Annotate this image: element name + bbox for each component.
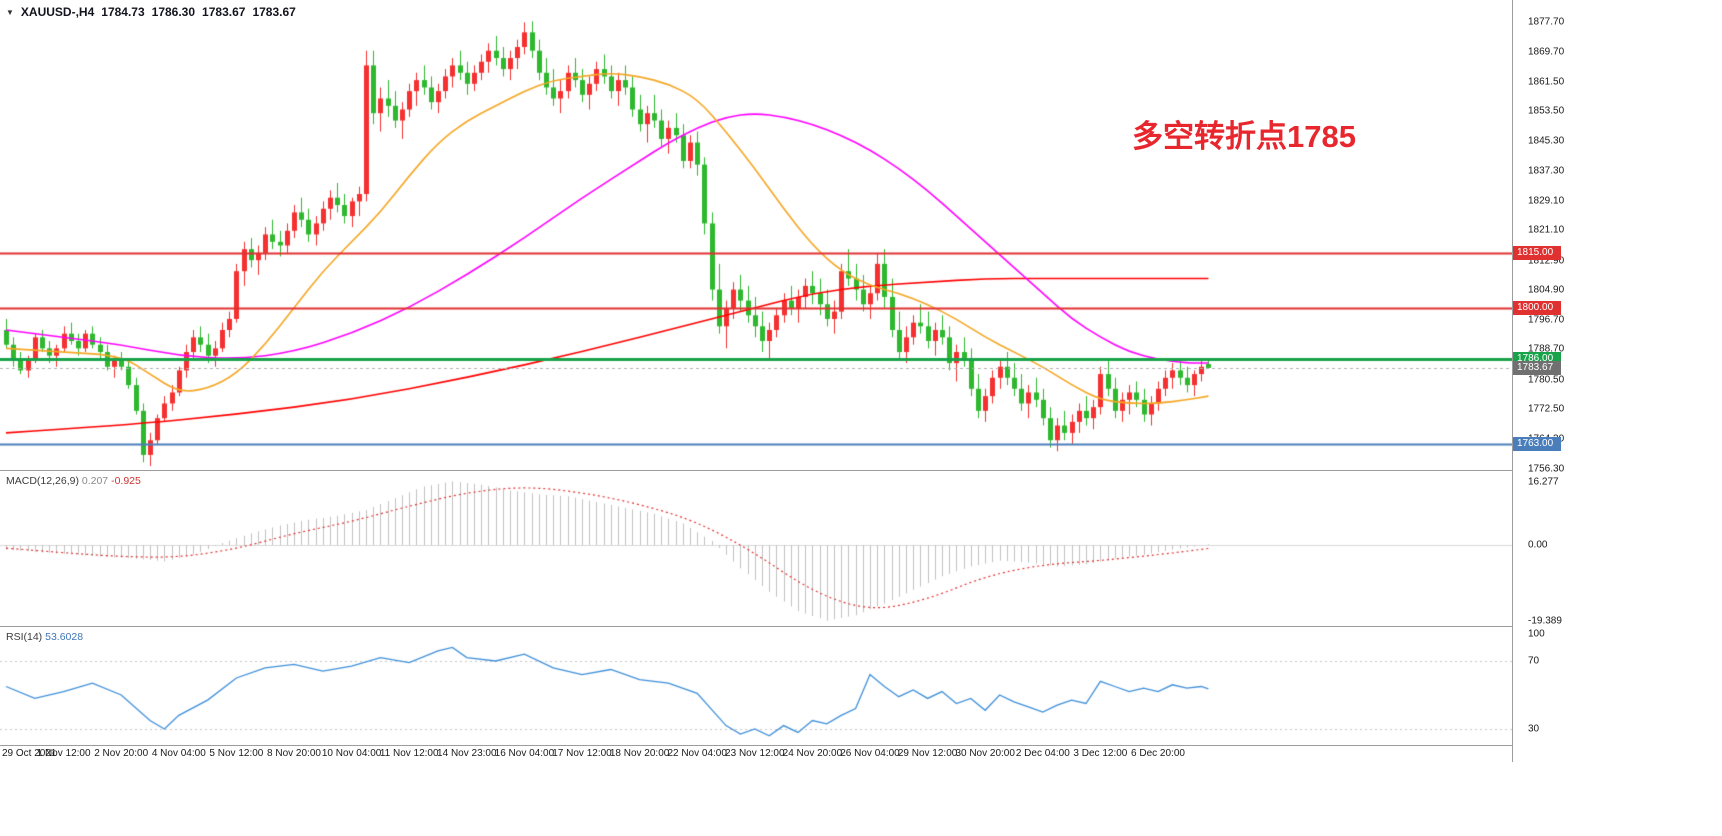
price-axis-label: 1853.50 [1528,105,1565,117]
rsi-value: 53.6028 [45,631,84,643]
time-axis-label: 29 Oct 2021 [2,748,57,759]
time-axis-label: 1 Nov 12:00 [36,748,91,759]
price-axis-label: 1877.70 [1528,16,1565,28]
price-axis-label: 1780.50 [1528,374,1565,386]
price-axis-label: 1772.50 [1528,403,1565,415]
time-axis-label: 14 Nov 23:00 [437,748,497,759]
price-axis-label: 1829.10 [1528,195,1565,207]
price-line-badge-1783.67: 1783.67 [1513,360,1561,375]
panel-separator-macd-rsi[interactable] [0,626,1722,627]
time-axis[interactable]: 29 Oct 2021 1 Nov 12:00 2 Nov 20:00 4 Nov 0… [0,748,1512,764]
macd-main-value: 0.207 [81,475,109,487]
chart-menu-icon[interactable]: ▼ [6,7,14,17]
macd-scale-label: 0.00 [1528,539,1548,551]
rsi-indicator-canvas[interactable] [0,627,1512,745]
price-line-badge-1815.00: 1815.00 [1513,245,1561,260]
rsi-title-label: RSI(14) [6,631,43,643]
ohlc-close: 1783.67 [252,5,296,19]
chart-annotation-text: 多空转折点1785 [1132,119,1356,154]
price-axis-border [1512,0,1513,762]
price-axis-label: 1821.10 [1528,224,1565,236]
macd-indicator-canvas[interactable] [0,471,1512,626]
time-axis-label: 2 Dec 04:00 [1015,748,1070,759]
macd-scale-label: 16.277 [1528,476,1559,488]
price-axis-label: 1788.70 [1528,343,1565,355]
price-line-badge-1763.00: 1763.00 [1513,436,1561,451]
main-chart-canvas[interactable] [0,0,1512,470]
time-axis-label: 18 Nov 20:00 [609,748,670,759]
price-axis-label: 1845.30 [1528,135,1565,147]
macd-signal-value: -0.925 [111,475,141,487]
rsi-scale-label: 30 [1528,723,1540,735]
time-axis-label: 5 Nov 12:00 [209,748,264,759]
time-axis-label: 30 Nov 20:00 [955,748,1015,759]
ohlc-open: 1784.73 [101,5,145,19]
ohlc-low: 1783.67 [202,5,246,19]
symbol-timeframe-label: XAUUSD-,H4 [20,5,95,19]
price-axis-label: 1837.30 [1528,165,1565,177]
time-axis-label: 17 Nov 12:00 [552,748,612,759]
time-axis-label: 16 Nov 04:00 [494,748,555,759]
time-axis-label: 24 Nov 20:00 [782,748,843,759]
rsi-scale-label: 100 [1528,628,1545,640]
time-axis-label: 23 Nov 12:00 [725,748,785,759]
time-axis-label: 8 Nov 20:00 [267,748,321,759]
time-axis-label: 26 Nov 04:00 [840,748,900,759]
price-axis-label: 1804.90 [1528,284,1565,296]
time-axis-label: 3 Dec 12:00 [1073,748,1128,759]
time-axis-label: 11 Nov 12:00 [379,748,439,759]
rsi-panel-title: RSI(14) 53.6028 [6,631,83,643]
panel-separator-rsi-timeaxis[interactable] [0,745,1722,746]
time-axis-label: 22 Nov 04:00 [667,748,727,759]
price-axis-label: 1756.30 [1528,463,1565,475]
time-axis-label: 10 Nov 04:00 [321,748,382,759]
price-axis-label: 1796.70 [1528,314,1565,326]
chart-header: ▼ XAUUSD-,H4 1784.73 1786.30 1783.67 178… [6,5,296,19]
macd-panel-title: MACD(12,26,9) 0.207 -0.925 [6,475,141,487]
panel-separator-main-macd[interactable] [0,470,1722,471]
time-axis-label: 2 Nov 20:00 [94,748,149,759]
rsi-scale-label: 70 [1528,655,1540,667]
price-axis-label: 1861.50 [1528,76,1565,88]
price-axis-label: 1812.90 [1528,255,1565,267]
time-axis-label: 6 Dec 20:00 [1131,748,1185,759]
time-axis-label: 4 Nov 04:00 [151,748,206,759]
macd-title-label: MACD(12,26,9) [6,475,79,487]
ohlc-high: 1786.30 [151,5,196,19]
price-axis[interactable]: 1877.70 1869.70 1861.50 1853.50 1845.30 1837.… [1513,0,1722,762]
price-axis-label: 1869.70 [1528,46,1565,58]
macd-scale-label: -19.389 [1528,615,1562,627]
time-axis-label: 29 Nov 12:00 [897,748,958,759]
price-line-badge-1800.00: 1800.00 [1513,300,1561,315]
